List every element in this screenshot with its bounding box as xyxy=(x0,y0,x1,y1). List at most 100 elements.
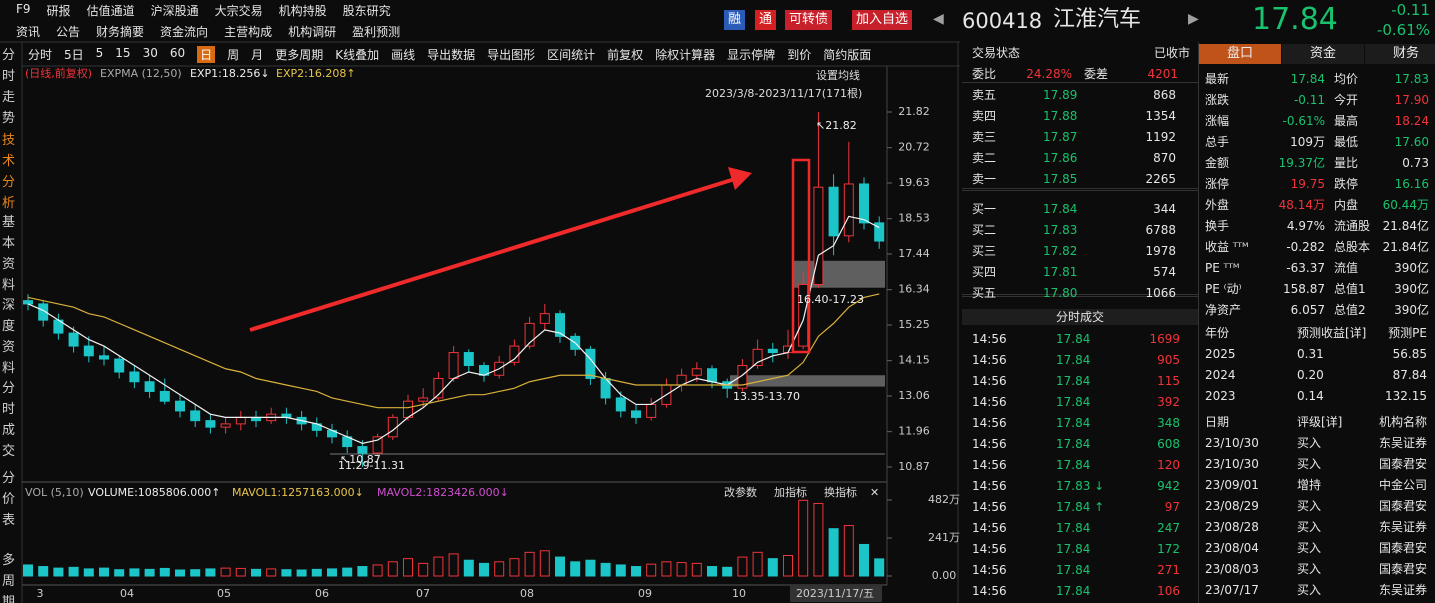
trade-price: 17.83 ↓ xyxy=(1056,479,1105,493)
book-price: 17.82 xyxy=(1043,244,1078,258)
menu-item[interactable]: 盈利预测 xyxy=(352,25,401,39)
volume-bar xyxy=(235,567,246,577)
menu-item[interactable]: 机构持股 xyxy=(278,4,327,18)
info-value: -0.282 xyxy=(1286,240,1325,254)
info-value: -63.37 xyxy=(1286,261,1325,275)
table-cell: 买入 xyxy=(1297,562,1322,576)
toolbar-item[interactable]: 60 xyxy=(169,46,186,60)
x-tick-label: 04 xyxy=(120,587,134,600)
trade-price: 17.84 xyxy=(1056,437,1091,451)
toolbar-item[interactable]: 画线 xyxy=(391,48,416,62)
volume-bar xyxy=(175,569,185,577)
menu-item[interactable]: 资金流向 xyxy=(160,25,209,39)
info-label: 涨幅 xyxy=(1205,114,1230,128)
menu-item[interactable]: 研报 xyxy=(46,4,71,18)
toolbar-item[interactable]: 前复权 xyxy=(607,48,644,62)
candle-body xyxy=(707,368,717,383)
side-nav-item[interactable]: 分价表 xyxy=(2,471,16,528)
volume-bar xyxy=(874,558,885,577)
book-price: 17.87 xyxy=(1043,130,1078,144)
menu-item[interactable]: 主营构成 xyxy=(224,25,273,39)
candle-body xyxy=(23,300,33,305)
toolbar-item[interactable]: 到价 xyxy=(787,48,812,62)
menu-item[interactable]: 估值通道 xyxy=(86,4,135,18)
candle-body xyxy=(874,222,885,242)
tab[interactable]: 盘口 xyxy=(1199,44,1281,64)
toolbar-item[interactable]: 5 xyxy=(95,46,104,60)
ema-line xyxy=(27,215,880,444)
table-cell: 23/07/17 xyxy=(1205,583,1259,597)
book-level: 买四 xyxy=(972,265,997,279)
badge[interactable]: 融 xyxy=(724,10,746,30)
side-nav-item[interactable]: 深度资料 xyxy=(2,298,16,376)
volume-bar xyxy=(83,568,94,577)
tab[interactable]: 资金 xyxy=(1282,44,1364,64)
info-label: 最低 xyxy=(1334,135,1359,149)
volume-button: ✕ xyxy=(870,486,879,499)
tab[interactable]: 财务 xyxy=(1365,44,1435,64)
toolbar-item[interactable]: 简约版面 xyxy=(823,48,872,62)
side-nav-item[interactable]: 分时成交 xyxy=(2,381,16,459)
side-nav-item[interactable]: 技术分析 xyxy=(2,133,16,211)
badge[interactable]: 加入自选 xyxy=(852,10,913,30)
candle-body xyxy=(859,183,869,224)
toolbar-item[interactable]: 显示停牌 xyxy=(727,48,776,62)
trade-price: 17.84 xyxy=(1056,395,1091,409)
toolbar-item[interactable]: 除权计算器 xyxy=(655,48,716,62)
book-volume: 344 xyxy=(1153,202,1176,216)
menu-item[interactable]: 股东研究 xyxy=(342,4,391,18)
toolbar-item[interactable]: 更多周期 xyxy=(275,48,324,62)
table-cell: 0.14 xyxy=(1297,389,1324,403)
volume-bar xyxy=(129,568,140,577)
badge[interactable]: 通 xyxy=(755,10,777,30)
menu-item[interactable]: 机构调研 xyxy=(288,25,337,39)
volume-bar xyxy=(357,566,368,577)
book-level: 买一 xyxy=(972,202,997,216)
toolbar-item[interactable]: 5日 xyxy=(64,48,84,62)
side-nav-item[interactable]: 基本资料 xyxy=(2,215,16,293)
info-value: 17.90 xyxy=(1394,93,1429,107)
toolbar-item[interactable]: K线叠加 xyxy=(335,48,380,62)
trade-price: 17.84 xyxy=(1056,374,1091,388)
trade-time: 14:56 xyxy=(972,416,1007,430)
legend-exp1: EXP1:18.256↓ xyxy=(190,67,270,80)
menu-item[interactable]: 大宗交易 xyxy=(214,4,263,18)
toolbar-item[interactable]: 月 xyxy=(251,48,264,62)
menu-item[interactable]: 财务摘要 xyxy=(96,25,145,39)
ema-line xyxy=(27,293,880,409)
toolbar-item[interactable]: 周 xyxy=(227,48,240,62)
candle-body xyxy=(68,332,79,347)
trade-price: 17.84 xyxy=(1056,563,1091,577)
menu-item[interactable]: 资讯 xyxy=(16,25,41,39)
volume-bar xyxy=(783,555,793,577)
volume-bar xyxy=(585,559,596,577)
book-price: 17.80 xyxy=(1043,286,1078,300)
toolbar-item[interactable]: 30 xyxy=(142,46,158,60)
toolbar-item[interactable]: 导出图形 xyxy=(487,48,536,62)
volume-bar xyxy=(539,550,550,577)
info-value: 60.44万 xyxy=(1382,198,1429,212)
toolbar-item[interactable]: 分时 xyxy=(28,48,53,62)
book-level: 买五 xyxy=(972,286,997,300)
trade-time: 14:56 xyxy=(972,458,1007,472)
toolbar-item[interactable]: 日 xyxy=(197,46,216,63)
menu-item[interactable]: 公告 xyxy=(56,25,81,39)
candle-body xyxy=(828,186,839,237)
trades-title: 分时成交 xyxy=(962,309,1198,325)
info-value: 0.73 xyxy=(1402,156,1429,170)
table-header: 预测PE xyxy=(1388,326,1427,340)
volume-bar xyxy=(463,559,474,577)
side-nav-item[interactable]: 分时走势 xyxy=(2,48,16,126)
badge[interactable]: 可转债 xyxy=(785,10,833,30)
menu-item[interactable]: 沪深股通 xyxy=(150,4,199,18)
book-level: 卖四 xyxy=(972,109,997,123)
side-nav-item[interactable]: 多周期 xyxy=(2,553,16,603)
chart: (日线,前复权) EXPMA (12,50) EXP1:18.256↓ EXP2:16… xyxy=(0,41,960,603)
toolbar-item[interactable]: 15 xyxy=(115,46,131,60)
toolbar-item[interactable]: 区间统计 xyxy=(547,48,596,62)
toolbar-item[interactable]: 导出数据 xyxy=(427,48,476,62)
y-tick-label: 21.82 xyxy=(898,105,930,118)
menu-item[interactable]: F9 xyxy=(16,2,31,16)
volume-tick-label: 0.00 xyxy=(932,569,957,582)
